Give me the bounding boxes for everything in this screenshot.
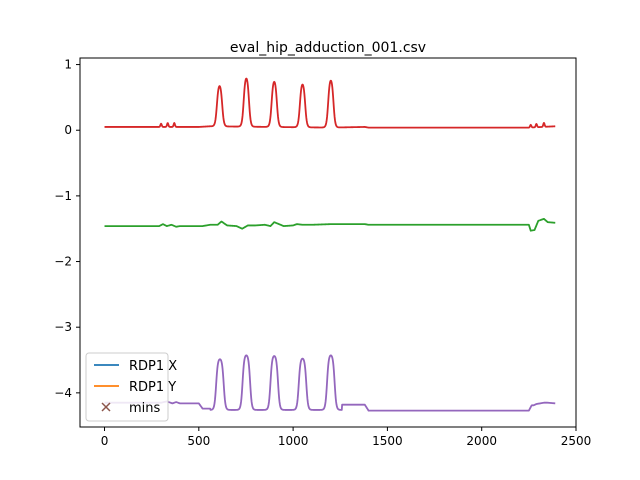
y-tick-label: −2 [54,255,72,269]
series-line [103,354,556,412]
x-tick-label: 1000 [278,434,309,448]
chart-title: eval_hip_adduction_001.csv [230,40,426,56]
y-tick-label: −1 [54,189,72,203]
x-tick-label: 2000 [466,434,497,448]
legend: RDP1 X RDP1 Y mins [85,352,177,422]
legend-box [85,352,169,422]
x-tick-label: 1500 [372,434,403,448]
y-tick-label: 0 [64,123,72,137]
y-tick-label: −3 [54,320,72,334]
plot-area-frame [79,57,577,428]
x-tick-label: 2500 [561,434,592,448]
x-tick-label: 500 [187,434,210,448]
legend-label-rdp1-y: RDP1 Y [129,380,176,395]
legend-label-mins: mins [129,401,161,416]
y-tick-label: 1 [64,58,72,72]
y-tick-label: −4 [54,386,72,400]
legend-marker-mins-icon [101,402,111,412]
series-line [103,77,556,129]
series-line [103,217,556,232]
legend-label-rdp1-x: RDP1 X [129,359,177,374]
x-tick-label: 0 [101,434,109,448]
